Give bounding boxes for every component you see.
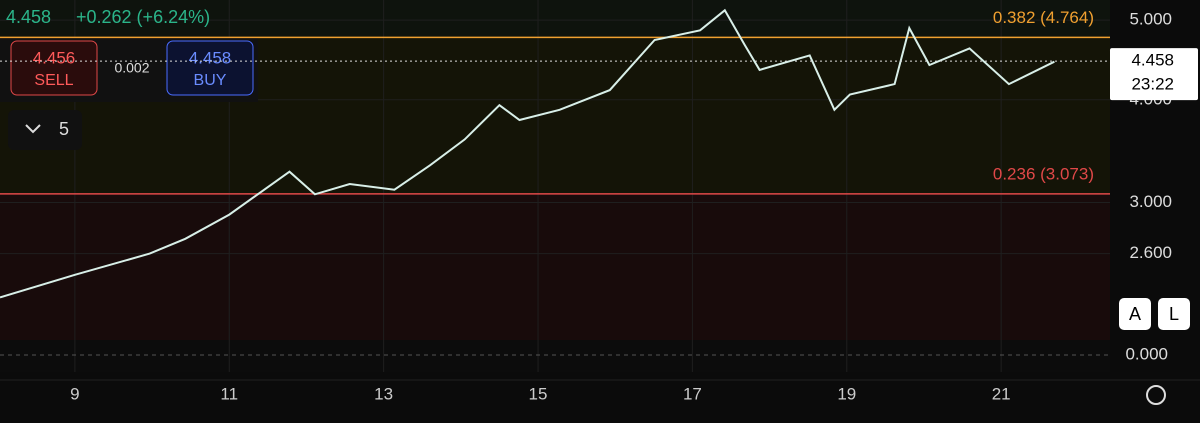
- x-tick-label: 11: [220, 384, 238, 403]
- header-price: 4.458: [6, 7, 51, 27]
- interval-label: 5: [59, 119, 69, 139]
- spread: 0.002: [114, 60, 149, 76]
- x-tick-label: 15: [529, 384, 548, 403]
- last-price-box: [1110, 48, 1198, 101]
- x-tick-label: 21: [992, 384, 1011, 403]
- x-tick-label: 19: [837, 384, 856, 403]
- last-price-label: 4.458: [1131, 51, 1174, 70]
- auto-label: A: [1129, 304, 1141, 324]
- oscillator-pane: [0, 340, 1110, 372]
- settings-icon[interactable]: [1146, 385, 1166, 405]
- level-label: 0.382 (4.764): [993, 8, 1094, 27]
- x-tick-label: 17: [683, 384, 702, 403]
- interval-button[interactable]: [8, 110, 82, 150]
- y-tick-label: 3.000: [1129, 192, 1172, 211]
- band-top: [0, 0, 1110, 38]
- buy-price: 4.458: [189, 48, 232, 67]
- sell-button[interactable]: [10, 40, 98, 96]
- sell-label: SELL: [34, 72, 73, 89]
- sell-price: 4.456: [33, 48, 76, 67]
- auto-button[interactable]: [1119, 298, 1151, 330]
- chevron-icon: [25, 124, 41, 134]
- log-label: L: [1169, 304, 1179, 324]
- oscillator-label: 0.000: [1125, 344, 1168, 363]
- countdown: 23:22: [1131, 75, 1174, 94]
- log-button[interactable]: [1158, 298, 1190, 330]
- y-tick-label: 5.000: [1129, 10, 1172, 29]
- x-tick-label: 9: [70, 384, 79, 403]
- price-line: [0, 8, 1055, 299]
- y-tick-label: 2.600: [1129, 243, 1172, 262]
- level-label: 0.236 (3.073): [993, 164, 1094, 183]
- x-tick-label: 13: [374, 384, 393, 403]
- buy-button[interactable]: [166, 40, 254, 96]
- header-change: +0.262 (+6.24%): [76, 7, 210, 27]
- band-low: [0, 194, 1110, 340]
- buy-label: BUY: [194, 72, 227, 89]
